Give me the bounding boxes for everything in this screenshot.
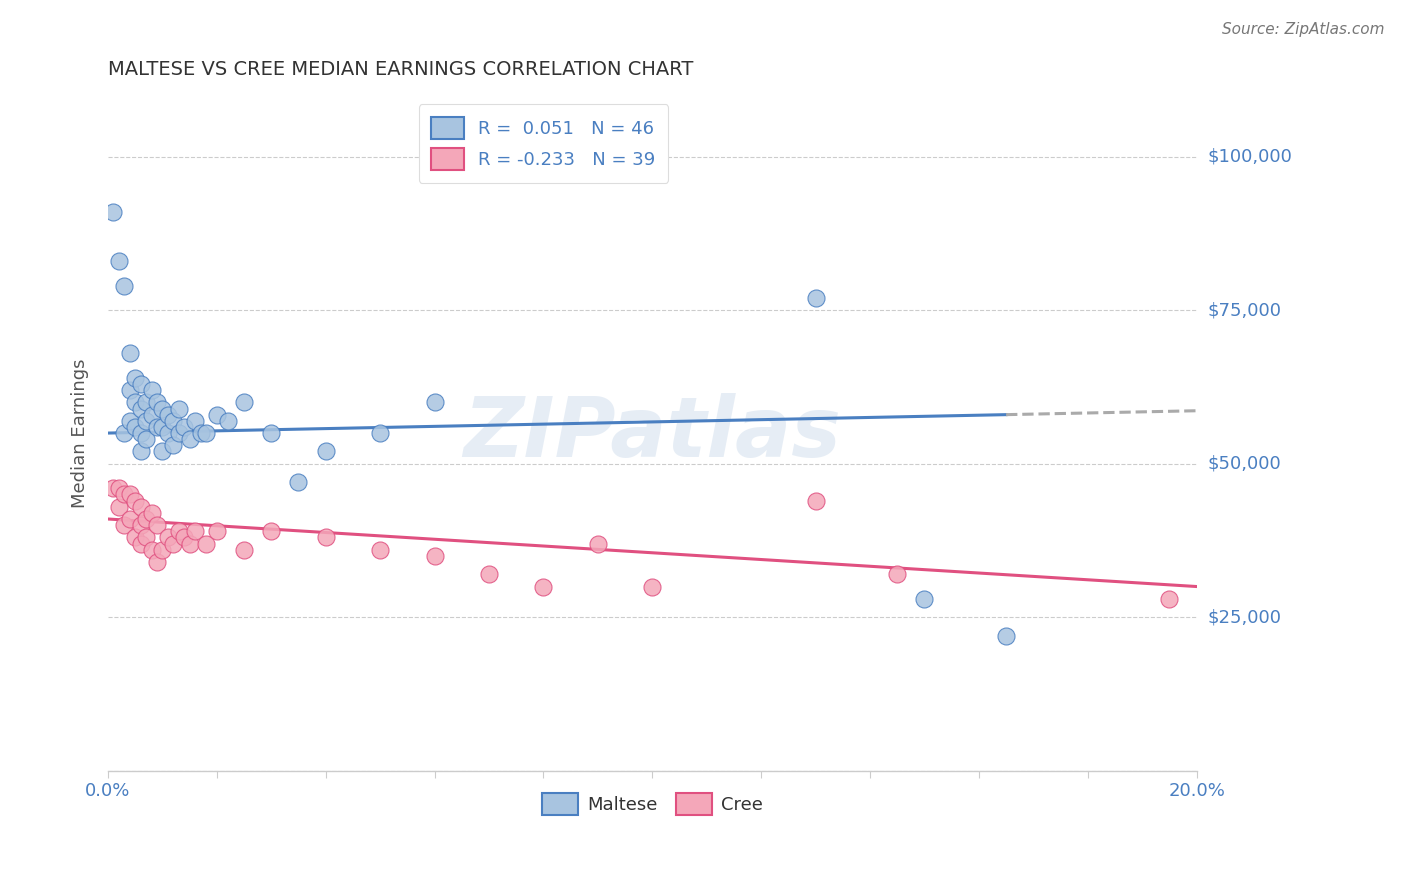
Point xyxy=(112,518,135,533)
Point xyxy=(287,475,309,490)
Point xyxy=(184,524,207,539)
Point xyxy=(1159,591,1181,606)
Text: $50,000: $50,000 xyxy=(1208,455,1281,473)
Point xyxy=(108,481,131,495)
Point xyxy=(162,414,184,428)
Y-axis label: Median Earnings: Median Earnings xyxy=(72,359,89,508)
Point xyxy=(205,524,228,539)
Point xyxy=(173,530,195,544)
Point xyxy=(103,205,125,219)
Point xyxy=(141,383,163,397)
Point xyxy=(152,542,174,557)
Text: $75,000: $75,000 xyxy=(1208,301,1282,319)
Point xyxy=(179,432,201,446)
Point xyxy=(118,346,141,360)
Point xyxy=(533,580,555,594)
Point xyxy=(804,291,827,305)
Point xyxy=(124,493,146,508)
Point xyxy=(146,420,169,434)
Point xyxy=(146,555,169,569)
Point xyxy=(641,580,664,594)
Point xyxy=(129,444,152,458)
Point xyxy=(118,512,141,526)
Point xyxy=(141,542,163,557)
Point xyxy=(586,536,609,550)
Point xyxy=(146,518,169,533)
Point xyxy=(190,425,212,440)
Point xyxy=(217,414,239,428)
Point xyxy=(112,425,135,440)
Point xyxy=(124,420,146,434)
Point xyxy=(423,395,446,409)
Point xyxy=(205,408,228,422)
Text: ZIPatlas: ZIPatlas xyxy=(464,392,841,474)
Point xyxy=(260,524,283,539)
Point xyxy=(135,530,157,544)
Point xyxy=(368,425,391,440)
Point xyxy=(162,438,184,452)
Point xyxy=(129,536,152,550)
Point xyxy=(995,629,1018,643)
Text: MALTESE VS CREE MEDIAN EARNINGS CORRELATION CHART: MALTESE VS CREE MEDIAN EARNINGS CORRELAT… xyxy=(108,60,693,78)
Point xyxy=(173,420,195,434)
Point xyxy=(423,549,446,563)
Point xyxy=(124,530,146,544)
Point xyxy=(315,530,337,544)
Point xyxy=(233,395,256,409)
Point xyxy=(194,425,217,440)
Point xyxy=(315,444,337,458)
Text: Source: ZipAtlas.com: Source: ZipAtlas.com xyxy=(1222,22,1385,37)
Point xyxy=(129,500,152,514)
Point xyxy=(194,536,217,550)
Text: $100,000: $100,000 xyxy=(1208,148,1292,166)
Point xyxy=(124,371,146,385)
Point xyxy=(146,395,169,409)
Point xyxy=(141,408,163,422)
Point xyxy=(135,414,157,428)
Point xyxy=(129,376,152,391)
Point xyxy=(184,414,207,428)
Point xyxy=(152,420,174,434)
Legend: Maltese, Cree: Maltese, Cree xyxy=(534,786,770,822)
Point xyxy=(112,487,135,501)
Point xyxy=(912,591,935,606)
Point xyxy=(179,536,201,550)
Point xyxy=(103,481,125,495)
Point xyxy=(112,278,135,293)
Point xyxy=(141,506,163,520)
Point xyxy=(108,254,131,268)
Point xyxy=(804,493,827,508)
Point xyxy=(129,425,152,440)
Text: $25,000: $25,000 xyxy=(1208,608,1282,626)
Point xyxy=(156,408,179,422)
Point xyxy=(156,530,179,544)
Point xyxy=(478,567,501,582)
Point xyxy=(233,542,256,557)
Point xyxy=(368,542,391,557)
Point xyxy=(135,432,157,446)
Point xyxy=(886,567,908,582)
Point xyxy=(167,401,190,416)
Point xyxy=(162,536,184,550)
Point xyxy=(167,524,190,539)
Point xyxy=(260,425,283,440)
Point xyxy=(124,395,146,409)
Point xyxy=(152,444,174,458)
Point xyxy=(129,518,152,533)
Point xyxy=(118,414,141,428)
Point xyxy=(156,425,179,440)
Point xyxy=(118,383,141,397)
Point xyxy=(108,500,131,514)
Point xyxy=(135,395,157,409)
Point xyxy=(152,401,174,416)
Point xyxy=(118,487,141,501)
Point xyxy=(135,512,157,526)
Point xyxy=(167,425,190,440)
Point xyxy=(129,401,152,416)
